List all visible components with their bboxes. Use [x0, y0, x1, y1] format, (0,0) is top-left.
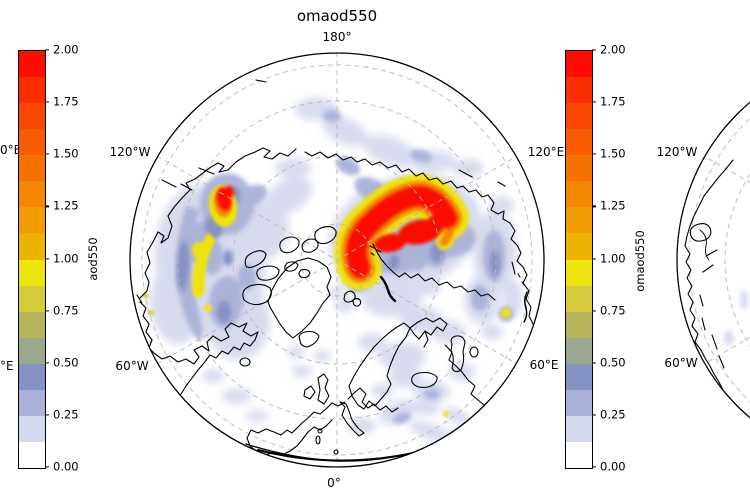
- colorbar-tick-label: 1.25: [600, 199, 626, 214]
- right-coastlines: [684, 159, 748, 431]
- colorbar-tick-label: 0.50: [53, 355, 79, 370]
- colorbar-tick-label: 1.00: [53, 251, 79, 266]
- colorbar-tick-label: 1.25: [53, 199, 79, 214]
- colorbar-left: 2.00 1.75 1.50 1.25 1.00 0.75 0.50 0.25 0.00: [18, 43, 79, 474]
- colorbar-tick: [45, 153, 49, 155]
- left-panel-clipped-label-upper: 0°E: [0, 143, 22, 157]
- colorbar-segment: [19, 233, 45, 260]
- colorbar-tick-label: 0.50: [600, 355, 626, 370]
- colorbar-tick: [592, 414, 596, 416]
- right-graticule: [688, 64, 750, 456]
- colorbar-tick: [45, 101, 49, 103]
- colorbar-tick-label: 0.00: [53, 459, 79, 474]
- colorbar-segment: [19, 363, 45, 390]
- colorbar-segment: [19, 103, 45, 130]
- colorbar-tick-label: 0.25: [53, 407, 79, 422]
- colorbar-segment: [19, 441, 45, 468]
- colorbar-right: 2.00 1.75 1.50 1.25 1.00 0.75 0.50 0.25 0.00: [565, 43, 626, 474]
- colorbar-tick-label: 0.25: [600, 407, 626, 422]
- right-map: [684, 64, 750, 457]
- colorbar-tick-label: 0.00: [600, 459, 626, 474]
- colorbar-segment: [566, 181, 592, 208]
- colorbar-segment: [566, 155, 592, 182]
- colorbar-tick: [592, 362, 596, 364]
- right-lon-label-60w: 60°W: [664, 356, 698, 370]
- right-lon-label-120w: 120°W: [656, 145, 698, 159]
- colorbar-tick-label: 0.75: [600, 303, 626, 318]
- right-map-boundary: [676, 101, 750, 419]
- lon-label-120e: 120°E: [527, 145, 565, 159]
- colorbar-segment: [566, 337, 592, 364]
- colorbar-tick: [592, 49, 596, 51]
- colorbar-segment: [19, 129, 45, 156]
- colorbar-segment: [566, 311, 592, 338]
- colorbar-segment: [566, 51, 592, 78]
- colorbar-tick: [45, 205, 49, 207]
- colorbar-tick: [45, 362, 49, 364]
- figure-title: omaod550: [296, 7, 378, 25]
- colorbar-segment: [19, 77, 45, 104]
- lon-label-60w: 60°W: [115, 359, 149, 373]
- colorbar-segment: [19, 337, 45, 364]
- colorbar-tick-label: 1.75: [53, 94, 79, 109]
- colorbar-segment: [566, 103, 592, 130]
- colorbar-tick: [45, 414, 49, 416]
- colorbar-segment: [566, 415, 592, 442]
- center-map: [133, 53, 534, 467]
- colorbar-tick: [592, 257, 596, 260]
- center-map-boundary: [129, 52, 545, 468]
- colorbar-segment: [566, 389, 592, 416]
- colorbar-tick-label: 1.75: [600, 94, 626, 109]
- colorbar-segment: [19, 389, 45, 416]
- colorbar-tick-label: 1.50: [53, 146, 79, 161]
- colorbar-tick: [45, 310, 49, 312]
- colorbar-tick: [592, 101, 596, 103]
- colorbar-segment: [566, 285, 592, 312]
- colorbar-segment: [19, 181, 45, 208]
- colorbar-segment: [19, 51, 45, 78]
- colorbar-segment: [19, 311, 45, 338]
- colorbar-tick-label: 2.00: [600, 42, 626, 57]
- graticule: [141, 53, 533, 467]
- colorbar-tick-label: 1.00: [600, 251, 626, 266]
- colorbar-segment: [566, 259, 592, 286]
- colorbar-tick: [592, 205, 596, 207]
- colorbar-left-bar: [18, 50, 46, 469]
- colorbar-tick: [45, 257, 49, 260]
- colorbar-segment: [19, 259, 45, 286]
- colorbar-segment: [19, 207, 45, 234]
- lon-label-60e: 60°E: [529, 358, 559, 372]
- colorbar-tick: [592, 153, 596, 155]
- right-haze-layer: [724, 290, 750, 457]
- colorbar-tick-label: 2.00: [53, 42, 79, 57]
- colorbar-tick: [45, 49, 49, 51]
- lon-label-0: 0°: [327, 476, 341, 490]
- colorbar-right-axis-label: omaod550: [633, 230, 647, 292]
- colorbar-segment: [566, 129, 592, 156]
- colorbar-segment: [566, 363, 592, 390]
- colorbar-segment: [19, 155, 45, 182]
- plume-red-layer: [216, 185, 457, 278]
- colorbar-segment: [19, 415, 45, 442]
- colorbar-left-axis-label: aod550: [86, 237, 100, 281]
- colorbar-tick-label: 1.50: [600, 146, 626, 161]
- colorbar-segment: [19, 285, 45, 312]
- colorbar-segment: [566, 77, 592, 104]
- left-panel-clipped-label-lower: °E: [0, 359, 14, 373]
- colorbar-tick: [45, 466, 49, 468]
- colorbar-segment: [566, 207, 592, 234]
- colorbar-segment: [566, 233, 592, 260]
- colorbar-tick: [592, 466, 596, 468]
- lon-label-120w: 120°W: [109, 145, 151, 159]
- colorbar-segment: [566, 441, 592, 468]
- colorbar-tick: [592, 310, 596, 312]
- colorbar-tick-label: 0.75: [53, 303, 79, 318]
- lon-label-180: 180°: [322, 30, 352, 44]
- colorbar-right-bar: [565, 50, 593, 469]
